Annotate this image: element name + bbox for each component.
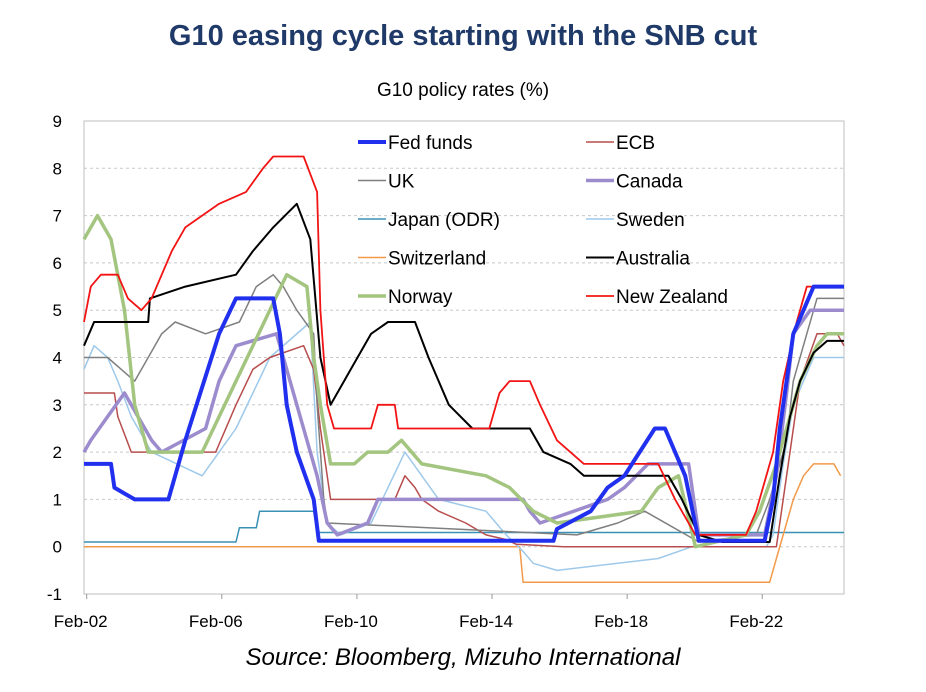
series-line-uk <box>84 273 844 543</box>
legend: Fed funds ECB UK Canada Japan (ODR) Sweden Swi… <box>358 133 728 308</box>
y-tick-label: 5 <box>53 301 62 320</box>
x-tick-label: Feb-10 <box>324 612 378 631</box>
y-tick-label: 3 <box>53 396 62 415</box>
y-tick-label: 4 <box>53 349 62 368</box>
y-tick-label: 0 <box>53 538 62 557</box>
chart-subtitle: G10 policy rates (%) <box>376 80 550 101</box>
legend-label: Sweden <box>616 210 685 231</box>
x-tick-label: Feb-14 <box>459 612 513 631</box>
source-note: Source: Bloomberg, Mizuho International <box>245 644 681 671</box>
axes: -1 0 1 2 3 4 5 6 7 8 9 Feb-02 Feb-06 Feb-10 Feb-14 Feb-… <box>47 112 783 631</box>
chart-title: G10 easing cycle starting with the SNB c… <box>168 20 758 52</box>
legend-label: UK <box>388 172 415 193</box>
legend-label: Canada <box>616 172 683 193</box>
y-tick-label: 7 <box>53 207 62 226</box>
series-line-ecb <box>84 333 845 548</box>
series-line-japan-odr <box>84 510 844 543</box>
legend-label: Switzerland <box>388 249 486 270</box>
y-tick-label: 8 <box>53 159 62 178</box>
legend-label: New Zealand <box>616 287 728 308</box>
legend-label: Norway <box>388 287 453 308</box>
y-tick-label: 9 <box>53 112 62 131</box>
series-line-switzerland <box>84 463 842 583</box>
y-tick-label: -1 <box>47 585 62 604</box>
y-tick-label: 2 <box>53 443 62 462</box>
legend-label: Japan (ODR) <box>388 210 500 231</box>
legend-label: Fed funds <box>388 133 473 154</box>
legend-label: Australia <box>616 249 690 270</box>
y-tick-label: 6 <box>53 254 62 273</box>
legend-label: ECB <box>616 133 655 154</box>
y-tick-label: 1 <box>53 490 62 509</box>
series-line-new-zealand <box>83 155 844 536</box>
x-tick-label: Feb-22 <box>729 612 783 631</box>
x-tick-label: Feb-18 <box>594 612 648 631</box>
series-lines <box>82 155 845 583</box>
x-tick-label: Feb-02 <box>54 612 108 631</box>
series-line-australia <box>83 202 844 543</box>
x-tick-label: Feb-06 <box>189 612 243 631</box>
series-line-fed-funds <box>84 284 844 543</box>
series-line-canada <box>82 308 844 537</box>
series-line-norway <box>82 213 844 549</box>
